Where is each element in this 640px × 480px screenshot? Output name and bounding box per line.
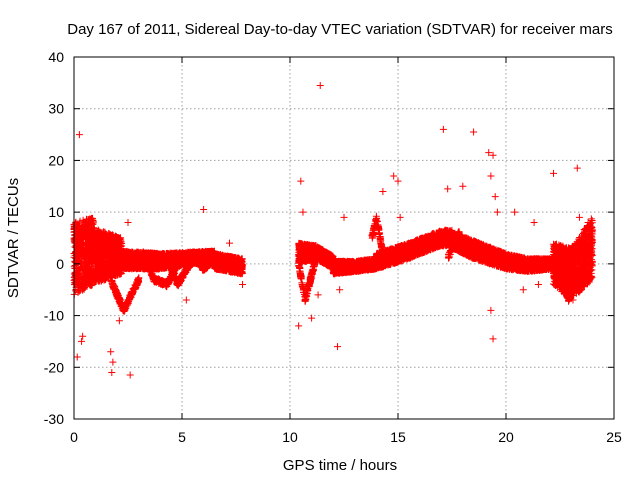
band-point [82, 234, 90, 242]
band-point [82, 269, 90, 277]
band-point [82, 220, 90, 228]
band-point [77, 231, 85, 239]
band-point [77, 281, 85, 289]
band-point [80, 261, 88, 269]
band-point [87, 244, 95, 252]
band-point [75, 287, 83, 295]
band-point [73, 232, 81, 240]
band-point [80, 278, 88, 286]
band-point [76, 228, 84, 236]
band-point [71, 278, 79, 286]
band-point [78, 273, 86, 281]
band-point [77, 246, 85, 254]
band-point [76, 273, 84, 281]
band-point [84, 228, 92, 236]
x-axis-label: GPS time / hours [283, 457, 397, 474]
band-point [79, 251, 87, 259]
band-point [74, 283, 82, 291]
y-axis-label: SDTVAR / TECUs [5, 178, 22, 298]
grid-layer [74, 57, 614, 419]
band-point [79, 265, 87, 273]
band-point [73, 241, 81, 249]
band-point [81, 242, 89, 250]
band-point [82, 279, 90, 287]
data-points-layer [70, 81, 596, 379]
band-point [84, 217, 92, 225]
chart-title: Day 167 of 2011, Sidereal Day-to-day VTE… [67, 21, 612, 38]
band-point [71, 219, 79, 227]
band-point [85, 265, 93, 273]
band-point [85, 216, 93, 224]
